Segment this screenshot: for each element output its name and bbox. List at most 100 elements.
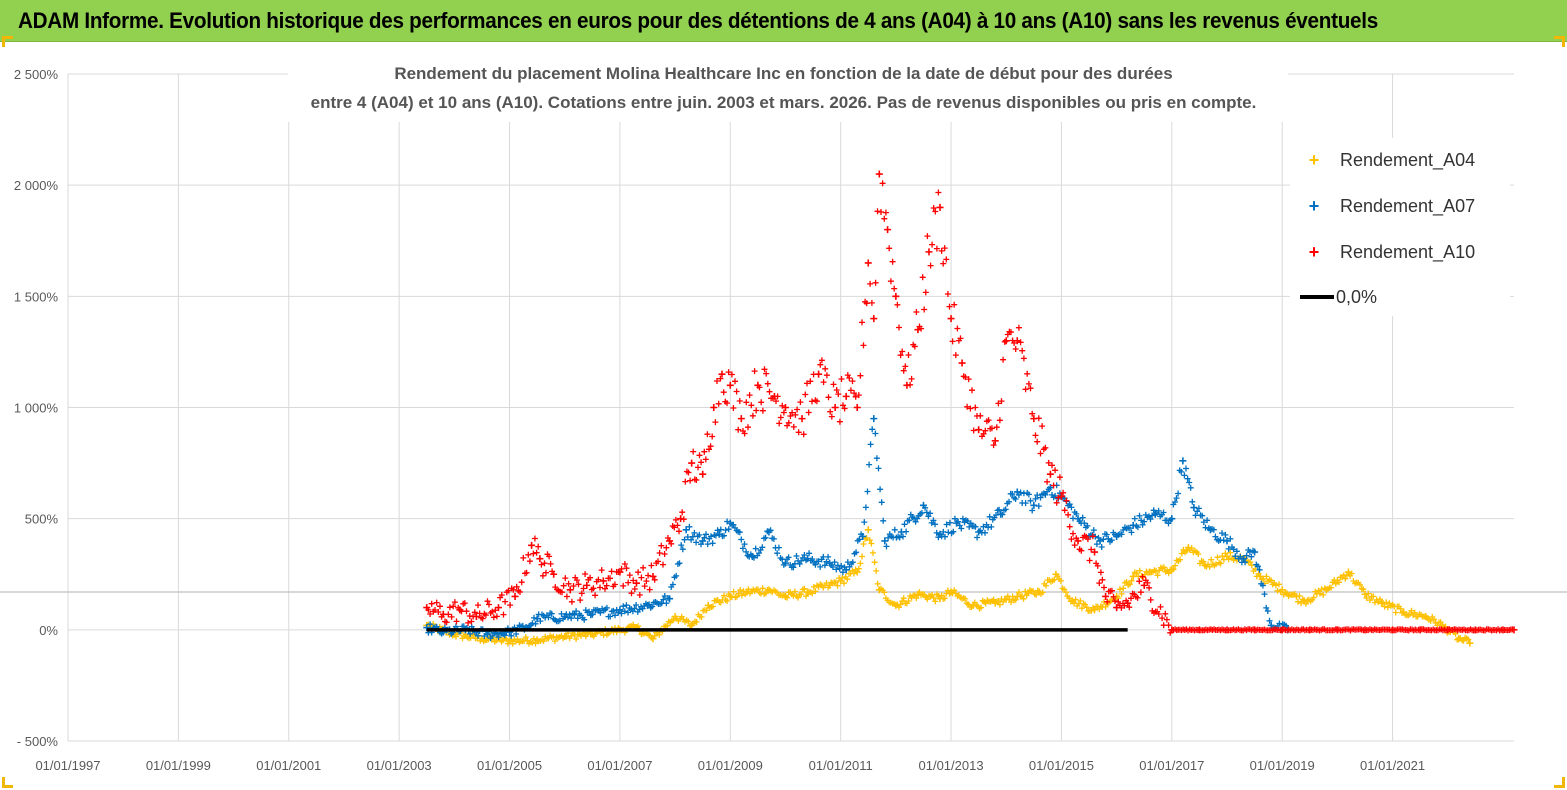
data-point: [1322, 586, 1330, 594]
data-point-cloud: [508, 634, 539, 647]
data-point-cloud: [1076, 532, 1096, 564]
data-point-cloud: [673, 613, 693, 629]
legend-marker-a04: +: [1308, 150, 1320, 170]
legend-label-a10: Rendement_A10: [1340, 241, 1476, 262]
selection-handle-top-left[interactable]: [2, 36, 13, 47]
data-point-cloud: [916, 233, 931, 332]
data-point: [1091, 548, 1099, 556]
data-point-cloud: [497, 585, 517, 618]
data-point: [881, 537, 889, 545]
legend-item-a10[interactable]: + Rendement_A10: [1300, 240, 1475, 264]
y-tick-label: 500%: [25, 512, 59, 527]
data-point-cloud: [1032, 486, 1052, 510]
data-point-cloud: [1071, 596, 1096, 614]
x-tick-label: 01/01/1999: [146, 758, 211, 773]
chart-series: [423, 170, 1518, 647]
data-point-cloud: [1131, 567, 1152, 581]
data-point-cloud: [668, 536, 688, 590]
data-point: [699, 537, 707, 545]
data-point-cloud: [728, 371, 743, 433]
data-point: [528, 541, 536, 549]
data-point: [682, 526, 690, 534]
data-point-cloud: [635, 623, 655, 641]
data-point-cloud: [1170, 626, 1201, 634]
data-point: [599, 577, 607, 585]
data-point-cloud: [1060, 489, 1080, 549]
data-point-cloud: [602, 568, 622, 592]
data-point-cloud: [894, 301, 909, 374]
data-point-cloud: [1336, 626, 1367, 634]
data-point-cloud: [1209, 526, 1229, 544]
selection-handle-bottom-right[interactable]: [1554, 777, 1565, 788]
data-point-cloud: [894, 592, 920, 611]
data-point-cloud: [1324, 571, 1350, 592]
data-point-cloud: [563, 607, 594, 623]
data-point-cloud: [1192, 505, 1212, 532]
data-point-cloud: [900, 509, 925, 540]
series-rendement_a07: [423, 415, 1292, 642]
data-point: [953, 519, 961, 527]
chart-title-line-2: entre 4 (A04) et 10 ans (A10). Cotations…: [310, 93, 1257, 112]
data-point: [864, 526, 872, 534]
data-point-cloud: [1170, 546, 1190, 573]
data-point-cloud: [878, 585, 898, 607]
data-point-cloud: [690, 607, 710, 627]
data-point-cloud: [1424, 613, 1444, 629]
data-point-cloud: [844, 372, 859, 400]
data-point-cloud: [1015, 587, 1041, 602]
legend-item-zero[interactable]: 0,0%: [1300, 285, 1377, 309]
data-point: [710, 404, 718, 411]
selection-handle-bottom-left[interactable]: [2, 777, 13, 788]
data-point-cloud: [1115, 577, 1135, 602]
data-point-cloud: [530, 535, 542, 557]
selection-handle-top-right[interactable]: [1554, 36, 1565, 47]
data-point-cloud: [486, 625, 511, 642]
data-point-cloud: [1060, 495, 1080, 522]
x-tick-label: 01/01/2017: [1139, 758, 1204, 773]
data-point: [958, 359, 966, 367]
data-point-cloud: [1402, 607, 1428, 620]
data-point: [1151, 510, 1159, 518]
data-point-cloud: [866, 537, 881, 587]
data-point: [511, 592, 519, 600]
data-point: [726, 381, 734, 389]
data-point-cloud: [855, 535, 870, 572]
data-point: [533, 615, 541, 623]
data-point-cloud: [999, 490, 1019, 518]
data-point-cloud: [955, 515, 981, 541]
data-point-cloud: [1093, 560, 1107, 591]
data-point-cloud: [1280, 626, 1312, 634]
data-point-cloud: [1032, 415, 1052, 485]
x-tick-label: 01/01/2003: [367, 758, 432, 773]
data-point-cloud: [1126, 573, 1146, 611]
x-tick-label: 01/01/2005: [477, 758, 542, 773]
data-point: [870, 315, 878, 323]
data-point: [494, 604, 502, 612]
data-point-cloud: [1258, 573, 1284, 595]
data-point: [875, 170, 883, 178]
data-point-cloud: [1198, 626, 1229, 634]
report-banner: ADAM Informe. Evolution historique des p…: [0, 0, 1567, 42]
data-point-cloud: [701, 431, 716, 463]
data-point-cloud: [1302, 585, 1328, 607]
data-point: [583, 581, 591, 589]
data-point: [1046, 470, 1054, 478]
data-point-cloud: [1049, 462, 1063, 506]
data-point: [1201, 561, 1209, 569]
data-point-cloud: [590, 604, 622, 620]
data-point-cloud: [690, 448, 705, 483]
data-point-cloud: [1253, 626, 1284, 634]
data-point-cloud: [1015, 489, 1036, 514]
data-point-cloud: [949, 301, 964, 359]
data-point: [718, 370, 726, 378]
data-point-cloud: [1038, 576, 1058, 597]
data-point-cloud: [872, 430, 887, 524]
legend-item-a07[interactable]: + Rendement_A07: [1300, 194, 1475, 218]
data-point-cloud: [651, 616, 677, 639]
data-point-cloud: [883, 526, 903, 550]
series-rendement_a10: [423, 170, 1518, 636]
legend-label-a04: Rendement_A04: [1340, 149, 1476, 170]
data-point-cloud: [916, 589, 942, 605]
legend-item-a04[interactable]: + Rendement_A04: [1300, 148, 1475, 172]
